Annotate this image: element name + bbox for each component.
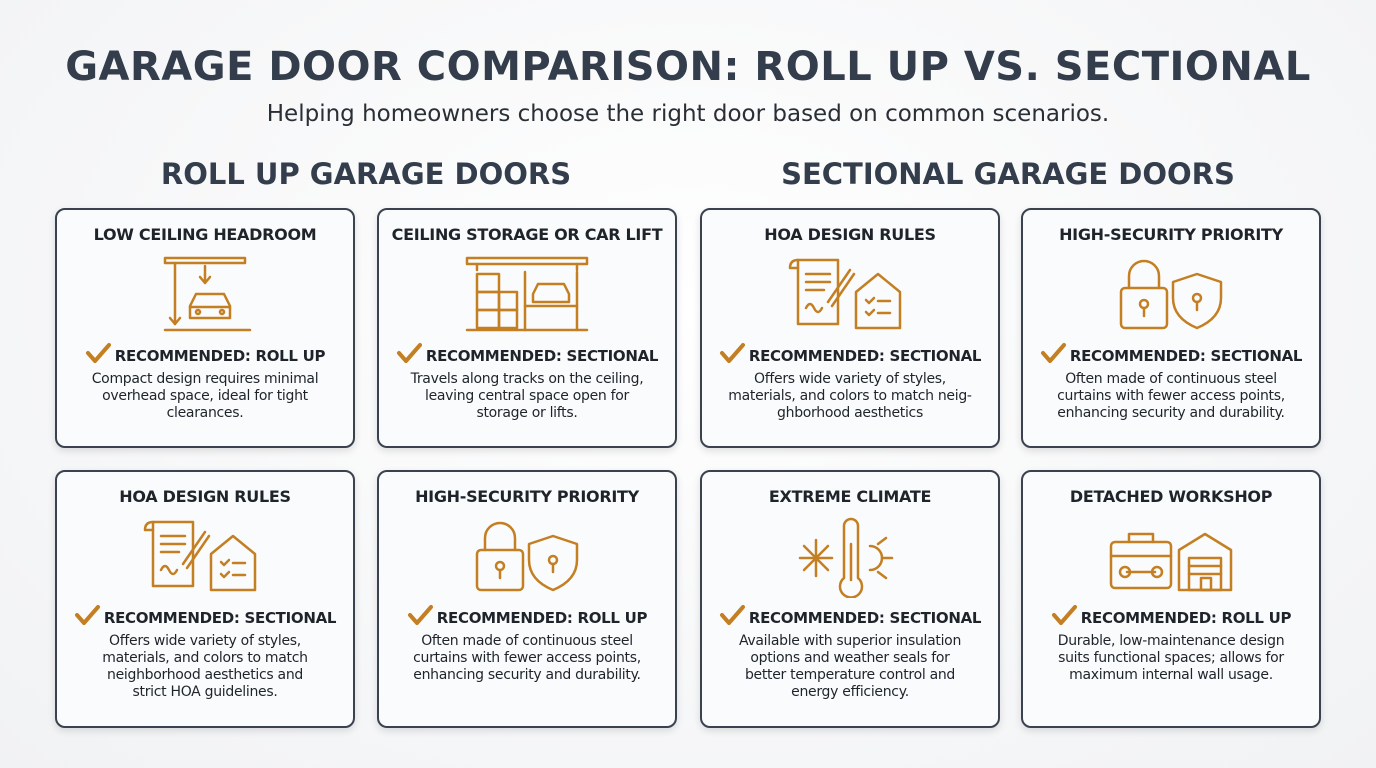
recommendation: RECOMMENDED: SECTIONAL — [57, 604, 353, 627]
description-line: options and weather seals for — [750, 650, 950, 666]
card-icon — [163, 256, 252, 332]
card-description: Travels along tracks on the ceiling, leav… — [379, 371, 675, 422]
check-icon — [407, 605, 433, 625]
description-line: Often made of continuous steel — [1065, 371, 1277, 387]
card-icon — [1109, 532, 1233, 592]
description-line: curtains with fewer access points, — [413, 650, 641, 666]
description-line: maximum internal wall usage. — [1069, 667, 1273, 683]
recommendation-text: RECOMMENDED: SECTIONAL — [748, 347, 982, 365]
card-title: LOW CEILING HEADROOM — [93, 225, 317, 244]
description-line: enhancing security and durability. — [413, 667, 641, 683]
description-line: Often made of continuous steel — [421, 633, 633, 649]
recommendation-text: RECOMMENDED: SECTIONAL — [425, 347, 659, 365]
recommendation: RECOMMENDED: ROLL UP — [57, 342, 353, 365]
card-title: HIGH-SECURITY PRIORITY — [415, 487, 639, 506]
description-line: Compact design requires minimal — [91, 371, 319, 387]
description-line: suits functional spaces; allows for — [1058, 650, 1284, 666]
recommendation: RECOMMENDED: SECTIONAL — [702, 342, 998, 365]
check-icon — [74, 605, 100, 625]
check-icon — [1040, 343, 1066, 363]
card-description: Available with superior insulation option… — [702, 633, 998, 701]
scenario-card: HIGH-SECURITY PRIORITY RECOMMENDED: SECT… — [1021, 208, 1321, 448]
recommendation-text: RECOMMENDED: ROLL UP — [114, 347, 326, 365]
card-title: HOA DESIGN RULES — [119, 487, 291, 506]
recommendation-text: RECOMMENDED: SECTIONAL — [103, 609, 337, 627]
scenario-card: HIGH-SECURITY PRIORITY RECOMMENDED: ROLL… — [377, 470, 677, 728]
scenario-card: LOW CEILING HEADROOM RECOMMENDED: ROLL U… — [55, 208, 355, 448]
page-subtitle: Helping homeowners choose the right door… — [266, 101, 1110, 127]
description-line: Travels along tracks on the ceiling, — [410, 371, 644, 387]
recommendation-text: RECOMMENDED: ROLL UP — [1080, 609, 1292, 627]
card-icon — [798, 517, 894, 598]
description-line: ghborhood aesthetics — [777, 405, 923, 421]
check-icon — [719, 343, 745, 363]
check-icon — [85, 343, 111, 363]
section-title: ROLL UP GARAGE DOORS — [160, 157, 572, 191]
description-line: leaving central space open for — [425, 388, 629, 404]
section-title: SECTIONAL GARAGE DOORS — [781, 157, 1235, 191]
card-title: CEILING STORAGE OR CAR LIFT — [391, 225, 663, 244]
card-description: Often made of continuous steel curtains w… — [1023, 371, 1319, 422]
description-line: curtains with fewer access points, — [1057, 388, 1285, 404]
check-icon — [396, 343, 422, 363]
description-line: energy efficiency. — [791, 684, 909, 700]
recommendation: RECOMMENDED: ROLL UP — [379, 604, 675, 627]
card-description: Durable, low-maintenance design suits fun… — [1023, 633, 1319, 684]
card-icon — [465, 256, 589, 332]
card-title: HIGH-SECURITY PRIORITY — [1059, 225, 1283, 244]
scenario-card: HOA DESIGN RULES RECOMMENDED: SECTIONAL … — [55, 470, 355, 728]
card-icon — [1119, 259, 1223, 330]
scenario-card: EXTREME CLIMATE RECOMMENDED: SECTIONAL A… — [700, 470, 1000, 728]
page-title: GARAGE DOOR COMPARISON: ROLL UP VS. SECT… — [65, 44, 1311, 90]
description-line: Offers wide variety of styles, — [109, 633, 301, 649]
recommendation-text: RECOMMENDED: SECTIONAL — [748, 609, 982, 627]
description-line: Available with superior insulation — [738, 633, 962, 649]
description-line: strict HOA guidelines. — [132, 684, 278, 700]
recommendation: RECOMMENDED: ROLL UP — [1023, 604, 1319, 627]
recommendation-text: RECOMMENDED: SECTIONAL — [1069, 347, 1303, 365]
description-line: enhancing security and durability. — [1057, 405, 1285, 421]
scenario-card: DETACHED WORKSHOP RECOMMENDED: ROLL UP D… — [1021, 470, 1321, 728]
card-icon — [143, 520, 257, 592]
description-line: materials, and colors to match — [102, 650, 308, 666]
card-description: Often made of continuous steel curtains w… — [379, 633, 675, 684]
check-icon — [719, 605, 745, 625]
scenario-card: CEILING STORAGE OR CAR LIFT RECOMMENDED:… — [377, 208, 677, 448]
description-line: overhead space, ideal for tight — [102, 388, 308, 404]
card-title: DETACHED WORKSHOP — [1069, 487, 1273, 506]
recommendation: RECOMMENDED: SECTIONAL — [379, 342, 675, 365]
description-line: Offers wide variety of styles, — [754, 371, 946, 387]
description-line: clearances. — [166, 405, 244, 421]
scenario-card: HOA DESIGN RULES RECOMMENDED: SECTIONAL … — [700, 208, 1000, 448]
description-line: Durable, low-maintenance design — [1057, 633, 1285, 649]
recommendation: RECOMMENDED: SECTIONAL — [1023, 342, 1319, 365]
card-title: EXTREME CLIMATE — [768, 487, 932, 506]
description-line: storage or lifts. — [476, 405, 578, 421]
card-title: HOA DESIGN RULES — [764, 225, 936, 244]
card-icon — [788, 258, 902, 330]
check-icon — [1051, 605, 1077, 625]
description-line: better temperature control and — [744, 667, 956, 683]
card-icon — [475, 521, 579, 592]
recommendation: RECOMMENDED: SECTIONAL — [702, 604, 998, 627]
card-description: Offers wide variety of styles, materials,… — [57, 633, 353, 701]
description-line: materials, and colors to match neig- — [728, 388, 972, 404]
description-line: neighborhood aesthetics and — [107, 667, 303, 683]
card-description: Offers wide variety of styles, materials,… — [702, 371, 998, 422]
recommendation-text: RECOMMENDED: ROLL UP — [436, 609, 648, 627]
card-description: Compact design requires minimal overhead … — [57, 371, 353, 422]
